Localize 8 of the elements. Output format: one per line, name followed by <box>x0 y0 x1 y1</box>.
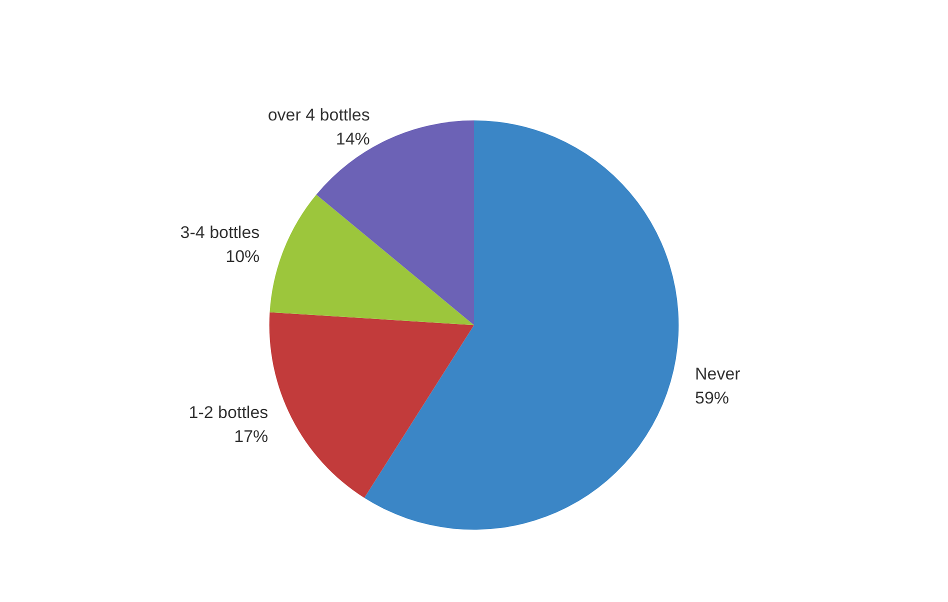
slice-label: 3-4 bottles <box>180 223 260 242</box>
data-label: 17% <box>234 426 268 446</box>
slice-label: 1-2 bottles <box>188 402 268 422</box>
data-label: 10% <box>226 247 260 266</box>
slice-label: over 4 bottles <box>268 106 370 125</box>
data-label: 14% <box>336 130 370 149</box>
data-label: 59% <box>694 388 730 408</box>
slice-label: Never <box>694 364 741 384</box>
